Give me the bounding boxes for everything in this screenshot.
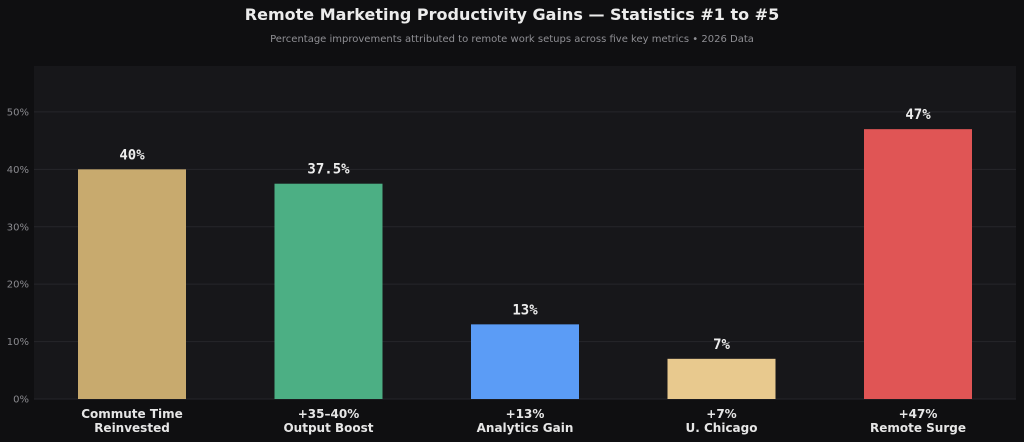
value-labels: 40% 37.5% 13% 7% 47% (119, 107, 931, 353)
x-tick-label: +13% (506, 407, 545, 421)
chart-subtitle: Percentage improvements attributed to re… (270, 34, 754, 45)
data-label: 47% (905, 107, 931, 123)
data-label: 37.5% (307, 162, 350, 178)
bar (864, 129, 972, 400)
y-tick-label: 40% (7, 165, 29, 176)
x-tick-label: Output Boost (283, 421, 373, 435)
bar (471, 324, 579, 399)
y-tick-label: 10% (7, 337, 29, 348)
data-label: 40% (119, 147, 145, 163)
data-label: 13% (512, 302, 538, 318)
chart-title: Remote Marketing Productivity Gains — St… (244, 5, 780, 24)
x-tick-label: +47% (899, 407, 938, 421)
y-tick-label: 30% (7, 222, 29, 233)
x-tick-label: Commute Time (81, 407, 183, 421)
y-tick-label: 50% (7, 107, 29, 118)
x-tick-label: +7% (706, 407, 736, 421)
bar (274, 183, 383, 399)
bar (78, 169, 186, 399)
y-axis: 0% 10% 20% 30% 40% 50% (7, 107, 29, 405)
y-tick-label: 20% (7, 280, 29, 291)
x-tick-label: Reinvested (94, 421, 170, 435)
bars (78, 129, 972, 400)
bar (667, 358, 776, 399)
x-tick-label: U. Chicago (686, 421, 758, 435)
x-tick-label: +35–40% (298, 407, 359, 421)
y-tick-label: 0% (13, 395, 29, 406)
x-tick-label: Analytics Gain (477, 421, 574, 435)
x-tick-label: Remote Surge (870, 421, 966, 435)
data-label: 7% (713, 337, 730, 353)
